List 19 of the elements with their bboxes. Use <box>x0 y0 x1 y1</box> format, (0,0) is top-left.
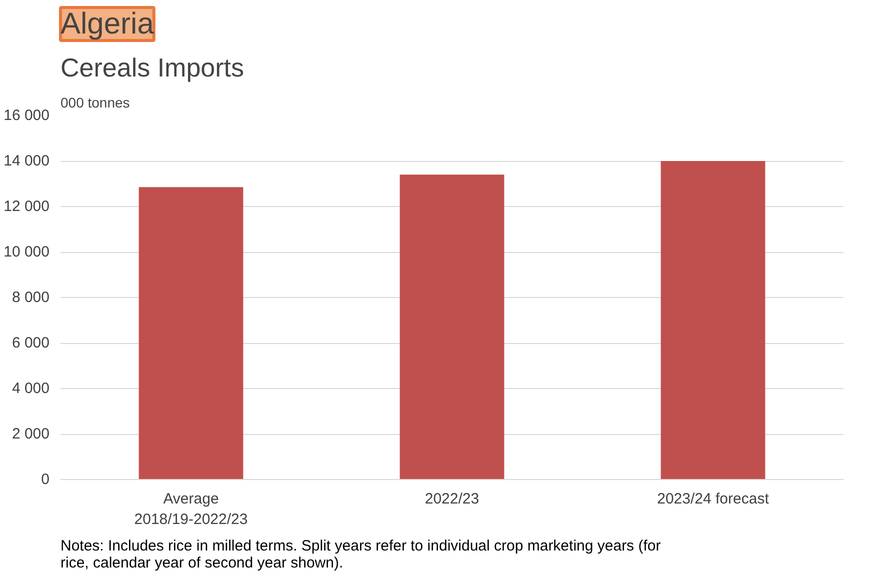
text: Notes: Includes rice in milled terms. Split years refer to individual crop marketing years (for rice, calendar year of second year shown). <box>60 538 661 572</box>
y-tick-label: 0 <box>41 471 50 488</box>
y-tick-label: 6 000 <box>12 334 50 352</box>
y-tick-label: 12 000 <box>4 198 50 215</box>
y-tick-label: 4 000 <box>12 380 50 397</box>
y-tick-label: 8 000 <box>12 289 50 306</box>
y-axis-title: 000 tonnes <box>60 94 130 110</box>
x-tick-label: 2022/23 <box>424 490 480 508</box>
bar <box>138 187 244 480</box>
x-tick-label: 2023/24 forecast <box>657 490 770 508</box>
chart-subtitle: Cereals Imports <box>60 52 244 82</box>
chart-title: Algeria <box>60 8 154 40</box>
y-tick-label: 14 000 <box>4 152 50 170</box>
bar <box>400 174 504 480</box>
y-tick-label: 10 000 <box>4 244 50 260</box>
bar <box>660 161 766 480</box>
y-tick-label: 2 000 <box>12 426 50 442</box>
x-tick-label: Average 2018/19-2022/23 <box>134 490 248 528</box>
y-tick-label: 16 000 <box>4 107 50 124</box>
